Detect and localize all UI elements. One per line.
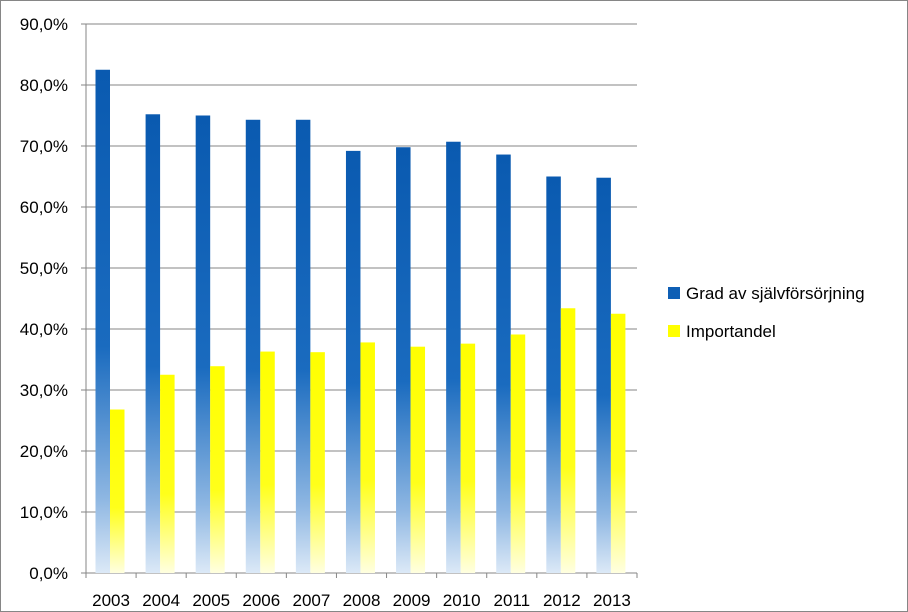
legend-swatch xyxy=(668,287,680,299)
bar-self-sufficiency-2013 xyxy=(596,177,611,573)
x-tick-label: 2013 xyxy=(593,591,631,610)
bar-import-share-2009 xyxy=(410,346,426,573)
legend-label: Importandel xyxy=(686,322,776,341)
bar-self-sufficiency-2010 xyxy=(446,141,461,574)
legend-label: Grad av självförsörjning xyxy=(686,284,865,303)
bar-import-share-2005 xyxy=(210,366,225,573)
y-tick-label: 40,0% xyxy=(20,320,68,339)
bar-self-sufficiency-2003 xyxy=(95,69,110,573)
y-tick-labels: 0,0% 10,0% 20,0% 30,0% 40,0% 50,0% 60,0% 70,0% 8… xyxy=(20,15,68,583)
x-tick-label: 2004 xyxy=(142,591,180,610)
bar-import-share-2012 xyxy=(560,308,576,573)
bar-import-share-2003 xyxy=(110,409,125,573)
y-tick-label: 10,0% xyxy=(20,503,68,522)
bar-import-share-2011 xyxy=(510,334,526,573)
bar-self-sufficiency-2005 xyxy=(195,115,211,573)
y-tick-label: 0,0% xyxy=(29,564,68,583)
bar-import-share-2013 xyxy=(610,313,626,573)
x-tick-label: 2012 xyxy=(543,591,581,610)
x-tick-labels: 2003 2004 2005 2006 2007 2008 2009 2010 2011 2012… xyxy=(92,591,631,610)
x-tick-label: 2005 xyxy=(192,591,230,610)
y-tick-label: 20,0% xyxy=(20,442,68,461)
bar-self-sufficiency-2008 xyxy=(345,150,361,573)
bar-self-sufficiency-2012 xyxy=(546,176,561,573)
x-tick-label: 2008 xyxy=(343,591,381,610)
gridlines xyxy=(86,23,637,513)
y-tick-label: 30,0% xyxy=(20,381,68,400)
x-tick-label: 2010 xyxy=(443,591,481,610)
bar-import-share-2007 xyxy=(310,352,325,573)
bar-import-share-2004 xyxy=(160,374,175,573)
x-tick-label: 2003 xyxy=(92,591,130,610)
legend-swatch xyxy=(668,325,680,337)
bar-self-sufficiency-2007 xyxy=(295,119,311,574)
x-tick-label: 2011 xyxy=(493,591,530,610)
bar-self-sufficiency-2011 xyxy=(496,154,511,574)
y-tick-label: 60,0% xyxy=(20,198,68,217)
bar-import-share-2006 xyxy=(260,351,275,573)
x-tick-label: 2006 xyxy=(242,591,280,610)
bars xyxy=(95,69,626,574)
x-tick-label: 2007 xyxy=(292,591,330,610)
bar-self-sufficiency-2004 xyxy=(145,114,161,573)
bar-import-share-2008 xyxy=(360,342,375,573)
legend: Grad av självförsörjning Importandel xyxy=(668,284,865,341)
y-tick-label: 50,0% xyxy=(20,259,68,278)
y-tick-label: 80,0% xyxy=(20,76,68,95)
bar-self-sufficiency-2009 xyxy=(396,147,411,573)
bar-self-sufficiency-2006 xyxy=(245,119,261,574)
bar-import-share-2010 xyxy=(460,343,476,573)
x-tick-label: 2009 xyxy=(393,591,431,610)
y-tick-label: 70,0% xyxy=(20,137,68,156)
y-tick-label: 90,0% xyxy=(20,15,68,34)
